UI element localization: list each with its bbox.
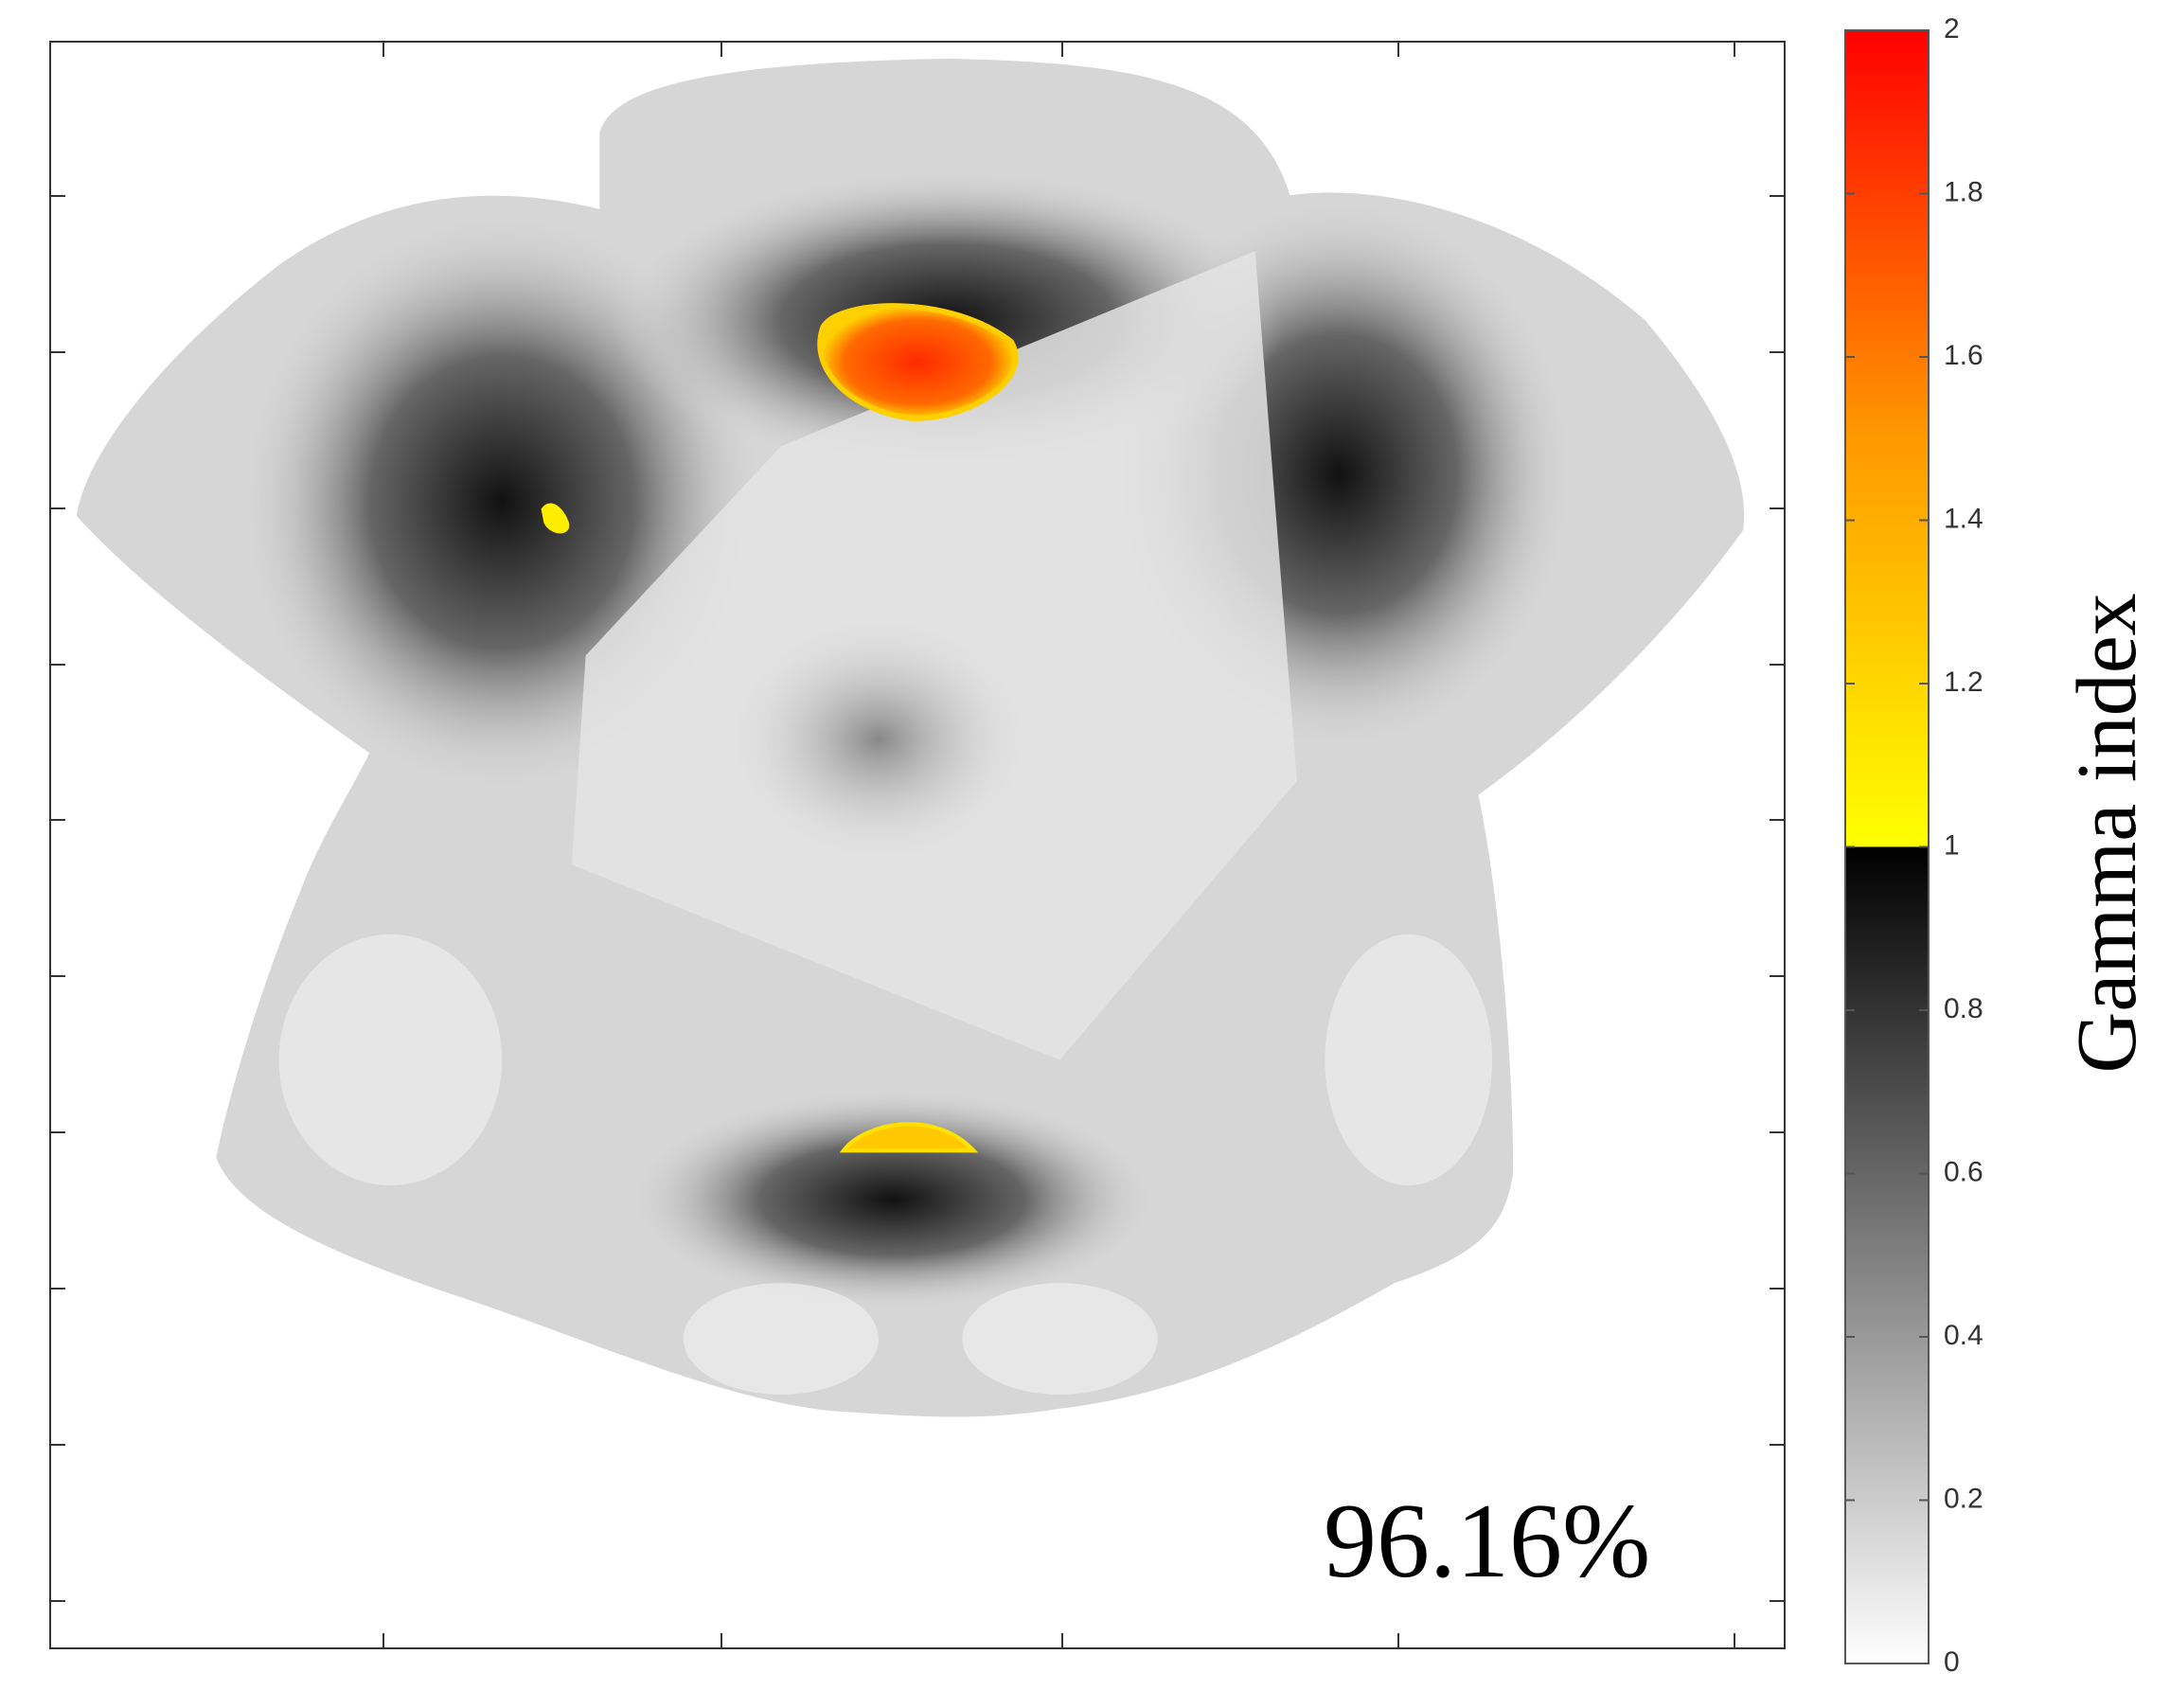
colorbar-tick-label: 1	[1944, 829, 1960, 861]
colorbar-tick-label: 1.6	[1944, 340, 1983, 371]
colorbar-tick-label: 0.4	[1944, 1320, 1983, 1351]
gamma-map	[77, 58, 1745, 1417]
colorbar-tick-label: 2	[1944, 13, 1960, 44]
colorbar-tick-label: 0.6	[1944, 1156, 1983, 1187]
colorbar-tick-label: 1.8	[1944, 176, 1983, 207]
annotation: 96.16%	[1324, 1483, 1650, 1600]
colorbar-tick-label: 0.8	[1944, 993, 1983, 1024]
colorbar-tick-label: 1.2	[1944, 667, 1983, 698]
colorbar-tick-label: 0	[1944, 1646, 1960, 1678]
colorbar	[1844, 29, 1930, 1664]
colorbar-tick-label: 1.4	[1944, 503, 1983, 534]
colorbar-tick-label: 0.2	[1944, 1483, 1983, 1514]
axis-ticks	[50, 42, 1785, 1648]
colorbar-label: Gamma index	[2060, 593, 2154, 1073]
